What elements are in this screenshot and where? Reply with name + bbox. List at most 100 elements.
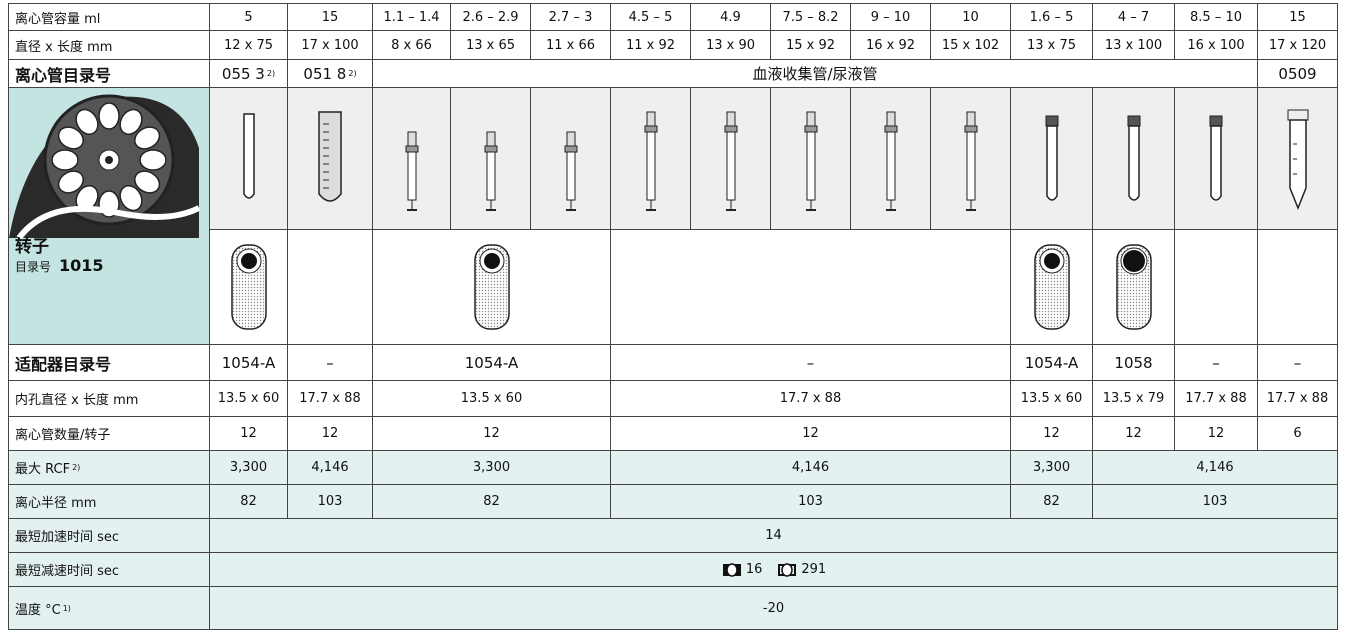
value-text: 13.5 x 60 — [1020, 391, 1083, 406]
tube-cell — [771, 88, 851, 230]
drawing — [722, 562, 741, 577]
value-cell: 13.5 x 79 — [1093, 381, 1175, 417]
value-text: 16 x 92 — [865, 37, 916, 53]
value-cell: 12 — [1093, 417, 1175, 451]
drawing — [473, 244, 510, 330]
value-text: 13.5 x 79 — [1102, 391, 1165, 406]
drawing — [1115, 244, 1152, 330]
value-text: 14 — [765, 528, 782, 543]
adapter-cell — [611, 230, 1011, 345]
value-cell: -20 — [210, 587, 1338, 630]
row-label: 直径 x 长度 mm — [8, 31, 210, 60]
drawing — [242, 112, 255, 199]
value-cell: 15 x 92 — [771, 31, 851, 60]
value-text: 12 — [1125, 426, 1142, 441]
value-cell: 051 8 2) — [288, 60, 373, 88]
value-cell: 17.7 x 88 — [1175, 381, 1258, 417]
label-text: 最短减速时间 sec — [15, 564, 120, 579]
value-text: 15 — [1289, 9, 1306, 25]
row-label: 离心半径 mm — [8, 485, 210, 519]
value-text: – — [1293, 353, 1302, 372]
value-cell: 055 3 2) — [210, 60, 288, 88]
label-text: 离心管数量/转子 — [15, 428, 111, 443]
value-text: 2.7 – 3 — [548, 9, 593, 25]
adapter-cell — [1175, 230, 1258, 345]
label-text: 转子 — [15, 237, 49, 257]
note-text: 2) — [348, 69, 357, 78]
row-label: 最大 RCF 2) — [8, 451, 210, 485]
value-text: 2.6 – 2.9 — [462, 9, 519, 25]
value-cell: 16 291 — [210, 553, 1338, 587]
drawing — [778, 562, 797, 577]
value-cell: 17.7 x 88 — [288, 381, 373, 417]
value-cell: 13 x 65 — [451, 31, 531, 60]
value-cell: 1054-A — [1011, 345, 1093, 381]
tube-cell — [1011, 88, 1093, 230]
tube-cell — [1258, 88, 1338, 230]
value-cell: 9 – 10 — [851, 3, 931, 31]
value-cell: – — [1175, 345, 1258, 381]
value-cell: 4 – 7 — [1093, 3, 1175, 31]
value-text: 12 — [483, 426, 500, 441]
drawing — [1209, 115, 1223, 201]
note-text: 1) — [62, 603, 71, 613]
value-text: 3,300 — [472, 460, 511, 475]
tube-cell — [691, 88, 771, 230]
value-cell: 11 x 66 — [531, 31, 611, 60]
value-text: 5 — [244, 9, 253, 25]
value-text: 4,146 — [791, 460, 830, 475]
label-text: 适配器目录号 — [15, 354, 112, 374]
drawing — [230, 244, 267, 330]
value-text: 103 — [317, 494, 343, 509]
value-text: 1.1 – 1.4 — [383, 9, 440, 25]
tube-cell — [611, 88, 691, 230]
value-text: 12 — [321, 426, 339, 441]
value-cell: 17 x 100 — [288, 31, 373, 60]
label-text: 离心管容量 ml — [15, 11, 101, 27]
value-cell: 4,146 — [611, 451, 1011, 485]
value-text: 11 x 66 — [545, 37, 596, 53]
adapter-cell — [288, 230, 373, 345]
value-text: 13 x 100 — [1104, 37, 1163, 53]
adapter-cell — [373, 230, 611, 345]
drawing — [564, 131, 577, 211]
value-cell: 3,300 — [373, 451, 611, 485]
drawing — [1287, 109, 1308, 210]
value-cell: 4.9 — [691, 3, 771, 31]
value-text: 15 x 92 — [785, 37, 836, 53]
value-cell: 82 — [1011, 485, 1093, 519]
adapter-cell — [1093, 230, 1175, 345]
value-cell: 15 x 102 — [931, 31, 1011, 60]
value-cell: 13.5 x 60 — [373, 381, 611, 417]
label-text: 最大 RCF — [15, 462, 71, 477]
value-text: 17.7 x 88 — [1185, 391, 1247, 406]
value-cell: 13 x 90 — [691, 31, 771, 60]
value-cell: 1.6 – 5 — [1011, 3, 1093, 31]
row-label: 离心管容量 ml — [8, 3, 210, 31]
value-text: 103 — [798, 494, 823, 509]
value-text: 051 8 — [303, 64, 347, 83]
drawing — [405, 131, 418, 211]
value-text: 4,146 — [311, 460, 349, 475]
tube-cell — [373, 88, 451, 230]
note-text: 2) — [266, 69, 276, 78]
value-text: 16 — [745, 562, 763, 577]
value-text: 15 x 102 — [941, 37, 1000, 53]
tube-cell — [931, 88, 1011, 230]
value-cell: 82 — [373, 485, 611, 519]
value-cell: – — [1258, 345, 1338, 381]
value-cell: 2.7 – 3 — [531, 3, 611, 31]
value-cell: 4,146 — [1093, 451, 1338, 485]
row-label: 离心管目录号 — [8, 60, 210, 88]
drawing — [318, 110, 342, 202]
value-text: 055 3 — [221, 64, 265, 83]
rotor-cell: 转子 目录号 1015 — [8, 88, 210, 345]
value-text: – — [326, 353, 334, 372]
row-label: 内孔直径 x 长度 mm — [8, 381, 210, 417]
value-cell: 17 x 120 — [1258, 31, 1338, 60]
value-text: 4.9 — [720, 9, 741, 25]
value-cell: 1054-A — [210, 345, 288, 381]
value-cell: 12 — [611, 417, 1011, 451]
value-cell: 12 — [373, 417, 611, 451]
